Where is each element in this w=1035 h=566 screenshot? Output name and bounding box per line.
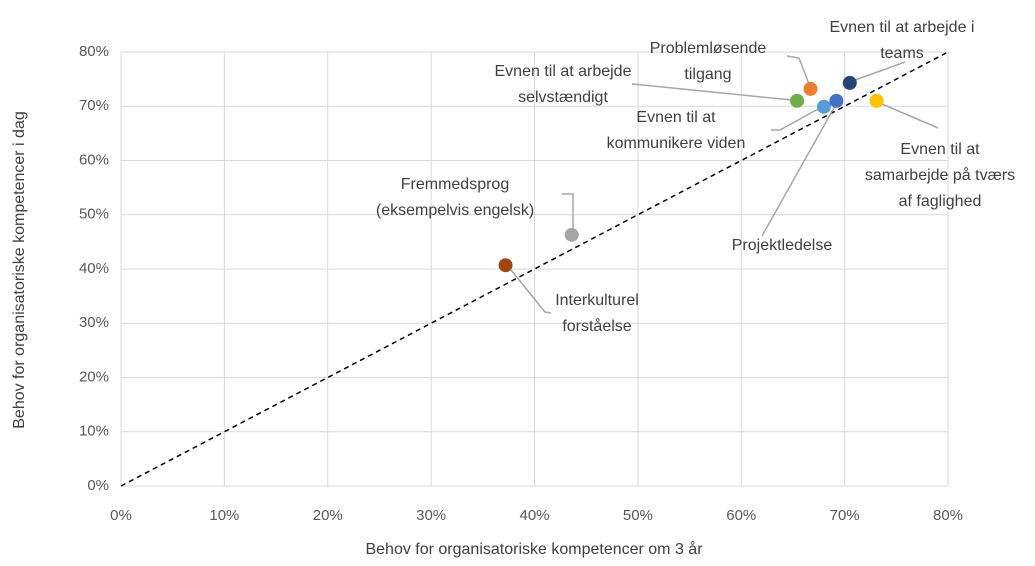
y-tick-label: 60% [79,151,109,168]
point-label: Evnen til at [900,141,980,158]
y-tick-label: 50% [79,206,109,223]
leader-line [562,193,574,228]
point [564,227,579,242]
point-label: af faglighed [899,193,982,210]
leader-line [881,103,939,129]
x-tick-label: 70% [830,507,860,524]
leader-line [786,55,810,85]
point [869,93,884,108]
x-axis-title: Behov for organisatoriske kompetencer om… [365,540,703,558]
point [816,99,831,114]
point-label: Evnen til at [636,109,716,126]
leader-line [761,105,836,237]
point-label: selvstændigt [518,89,608,106]
leader-line [771,107,821,131]
point [790,93,805,108]
x-tick-label: 60% [726,507,756,524]
point-label: (eksempelvis engelsk) [376,202,534,219]
leader-line [631,83,793,101]
x-tick-label: 80% [933,507,963,524]
x-tick-label: 0% [110,507,132,524]
point-label: kommunikere viden [607,135,746,152]
point-label: Interkulturel [555,292,639,309]
x-tick-label: 50% [623,507,653,524]
point-label: Problemløsende [650,40,767,57]
x-tick-label: 20% [313,507,343,524]
point-label: tilgang [684,66,731,83]
point [803,81,818,96]
point [498,258,513,273]
point-label: samarbejde på tværs [865,166,1015,184]
point-label: Projektledelse [732,237,833,254]
y-tick-label: 70% [79,97,109,114]
y-tick-label: 40% [79,260,109,277]
diagonal-line [120,51,949,487]
point-label: teams [880,45,924,62]
y-tick-label: 20% [79,368,109,385]
point [829,93,844,108]
y-axis-title: Behov for organisatoriske kompetencer i … [11,111,28,429]
y-tick-label: 10% [79,423,109,440]
point-label: forståelse [562,317,631,335]
point-label: Fremmedsprog [401,176,509,193]
y-tick-label: 0% [87,477,109,494]
point [842,75,857,90]
point-label: Evnen til at arbejde [495,63,632,80]
point-label: Evnen til at arbejde i [830,19,975,36]
leader-line [854,61,906,81]
x-tick-label: 10% [209,507,239,524]
leader-line [510,269,552,314]
y-tick-label: 80% [79,43,109,60]
x-tick-label: 30% [416,507,446,524]
y-tick-label: 30% [79,314,109,331]
x-tick-label: 40% [519,507,549,524]
